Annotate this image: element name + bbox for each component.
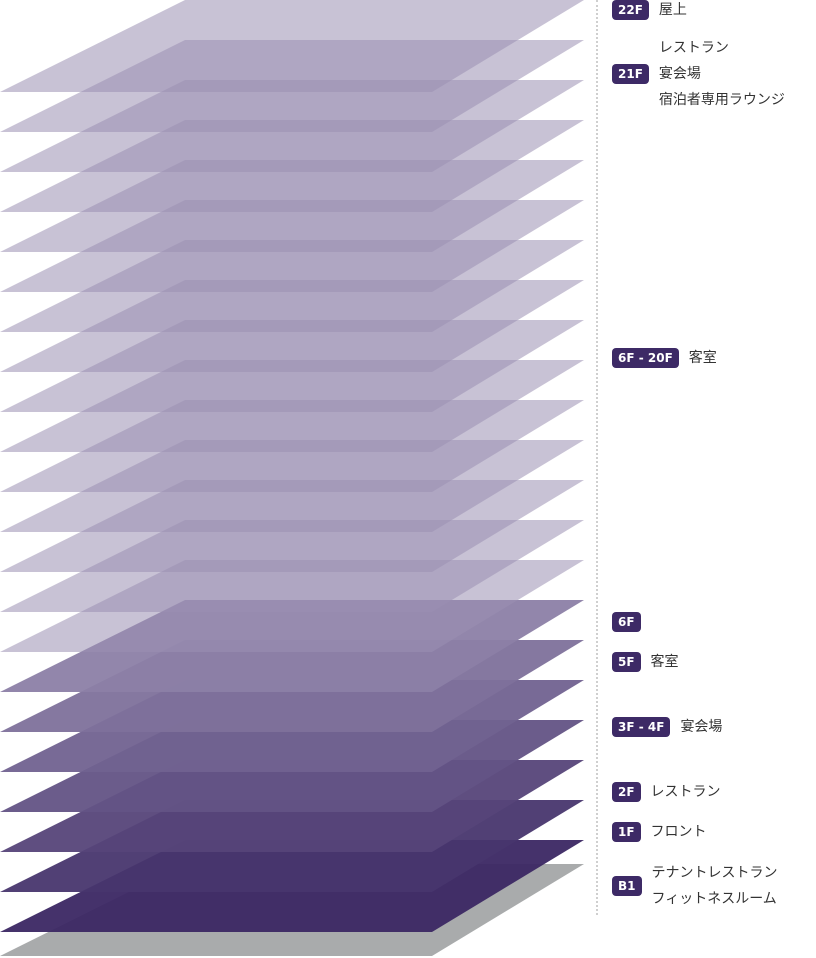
floor-badge: 6F - 20F	[612, 348, 679, 368]
floor-row: 21F レストラン宴会場宿泊者専用ラウンジ	[612, 38, 785, 110]
floor-row: 6F - 20F 客室	[612, 348, 717, 368]
floor-description: 屋上	[659, 0, 687, 20]
floor-description-line: 宴会場	[658, 66, 701, 82]
floor-description-line: 客室	[650, 654, 679, 670]
floor-description-line: フロント	[650, 824, 707, 840]
floor-row: 1F フロント	[612, 822, 707, 842]
floor-badge: B1	[612, 876, 642, 896]
floor-row: 5F 客室	[612, 652, 679, 672]
dotted-guide-line	[596, 0, 598, 915]
floor-row: B1 テナントレストラン フィットネスルーム	[612, 863, 778, 909]
floor-description: レストラン	[651, 782, 721, 802]
floor-description-line: レストラン	[658, 40, 729, 56]
floor-badge: 3F - 4F	[612, 717, 671, 737]
floor-description-line: フィットネスルーム	[651, 891, 777, 907]
floor-badge: 22F	[612, 0, 649, 20]
floor-slab-22	[0, 0, 584, 92]
floor-row: 22F 屋上	[612, 0, 687, 20]
floor-description-line: 宴会場	[680, 719, 723, 735]
floor-description-line: レストラン	[650, 784, 721, 800]
floor-description: テナントレストラン フィットネスルーム	[652, 863, 778, 909]
floor-description-line: テナントレストラン	[651, 865, 778, 881]
floor-description: レストラン宴会場宿泊者専用ラウンジ	[659, 38, 785, 110]
floor-row: 3F - 4F 宴会場	[612, 717, 722, 737]
floor-description-line: 屋上	[658, 2, 687, 18]
floor-badge: 1F	[612, 822, 641, 842]
floor-badge: 21F	[612, 64, 649, 84]
floor-badge: 5F	[612, 652, 641, 672]
floor-description: 客室	[689, 348, 717, 368]
floor-badge: 6F	[612, 612, 641, 632]
floor-description-line: 宿泊者専用ラウンジ	[658, 92, 785, 108]
floor-description: フロント	[651, 822, 707, 842]
floor-description: 宴会場	[680, 717, 722, 737]
floor-row: 2F レストラン	[612, 782, 721, 802]
floor-description-line: 客室	[688, 350, 717, 366]
floor-description: 客室	[651, 652, 679, 672]
floor-badge: 2F	[612, 782, 641, 802]
floor-row: 6F	[612, 612, 641, 632]
